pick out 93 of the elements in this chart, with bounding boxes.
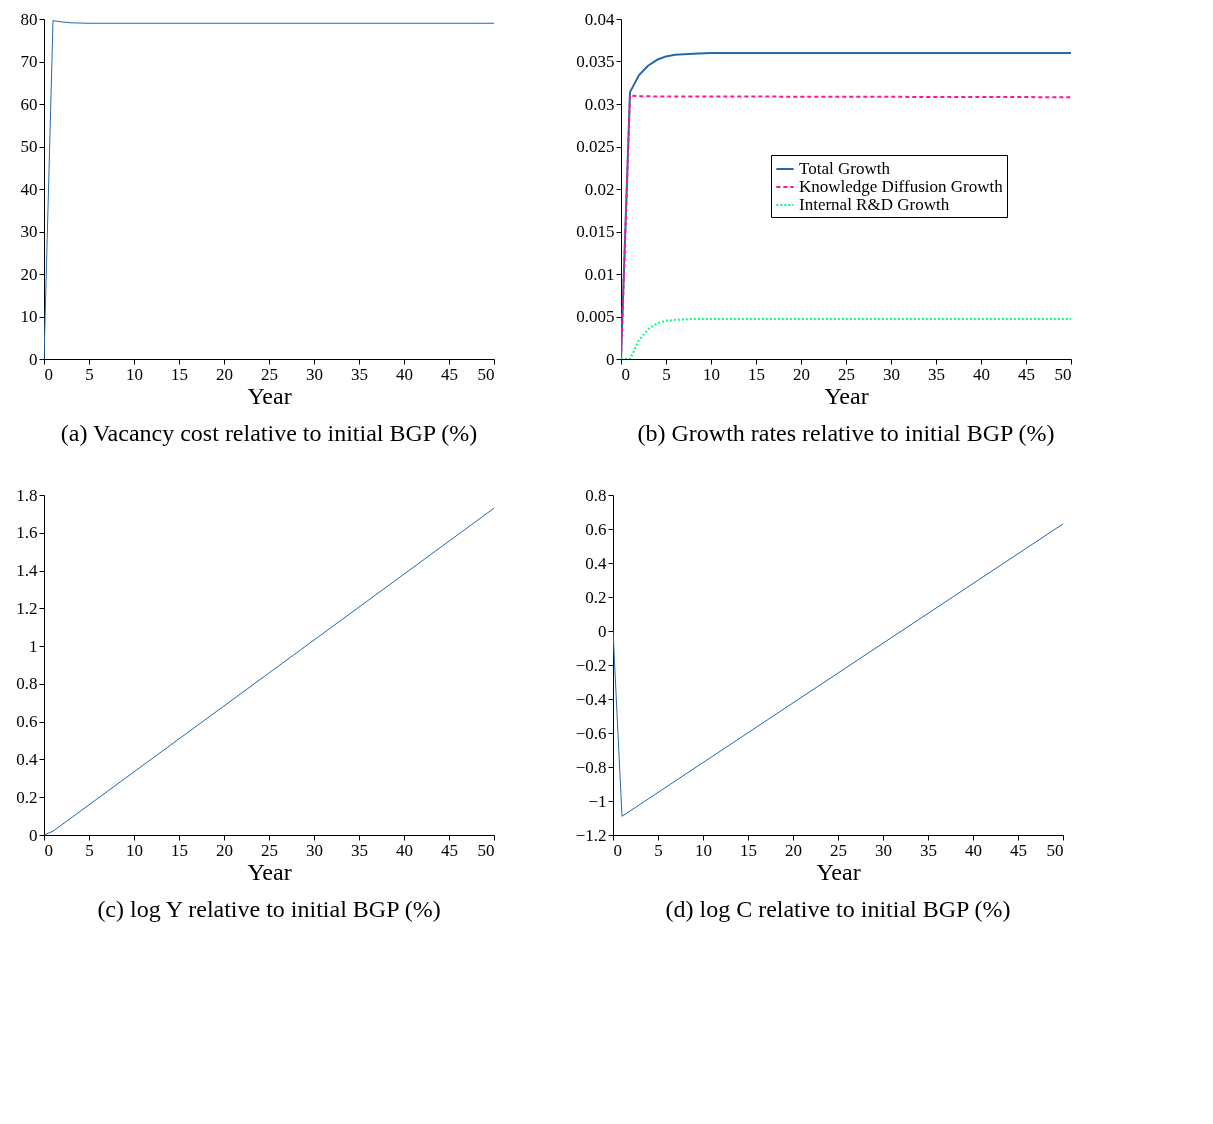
y-tick-label: 0.8 [16, 674, 38, 694]
y-tick-label: 0.2 [16, 787, 38, 807]
y-tick-label: 1.4 [16, 561, 38, 581]
x-axis-title: Year [247, 382, 292, 409]
x-tick-label: 45 [1010, 840, 1027, 860]
x-tick-label: 20 [216, 840, 233, 860]
y-tick-label: −0.8 [575, 757, 607, 777]
x-tick-label: 45 [441, 840, 458, 860]
y-tick-label: 0.6 [585, 519, 607, 539]
y-tick-label: 0.03 [584, 94, 615, 114]
y-tick-label: 0.6 [16, 712, 38, 732]
x-tick-label: 0 [621, 364, 630, 384]
x-tick-label: 35 [920, 840, 937, 860]
x-tick-label: 10 [126, 364, 143, 384]
x-tick-label: 5 [654, 840, 663, 860]
x-axis-title: Year [247, 858, 292, 885]
y-tick-label: 0 [29, 349, 38, 369]
x-axis-title: Year [824, 382, 869, 409]
y-tick-label: 0.02 [584, 179, 615, 199]
x-tick-label: 40 [973, 364, 990, 384]
x-tick-label: 10 [126, 840, 143, 860]
legend-label: Total Growth [799, 159, 891, 178]
y-tick-label: 0.025 [576, 137, 615, 156]
x-tick-label: 20 [785, 840, 802, 860]
x-tick-label: 0 [44, 364, 53, 384]
text: (d) log C relative to initial BGP (%) [665, 896, 1011, 922]
x-tick-label: 50 [1054, 364, 1072, 384]
x-tick-label: 10 [695, 840, 712, 860]
y-tick-label: 1 [29, 636, 38, 656]
y-tick-label: 20 [20, 264, 38, 284]
x-tick-label: 25 [261, 840, 278, 860]
y-tick-label: 50 [20, 137, 38, 156]
x-tick-label: 30 [306, 840, 323, 860]
text: (a) Vacancy cost relative to initial BGP (%) [60, 420, 478, 446]
x-tick-label: 40 [965, 840, 982, 860]
y-tick-label: 80 [20, 9, 38, 29]
y-tick-label: 70 [20, 52, 38, 71]
x-tick-label: 50 [477, 840, 495, 860]
x-tick-label: 30 [883, 364, 900, 384]
y-tick-label: 1.2 [16, 598, 38, 618]
y-tick-label: 0 [598, 621, 607, 641]
y-tick-label: 60 [20, 94, 38, 114]
y-tick-label: 0.4 [585, 553, 607, 573]
legend-label: Internal R&D Growth [799, 195, 950, 214]
x-tick-label: 50 [477, 364, 495, 384]
y-tick-label: 0.04 [584, 9, 615, 29]
legend-label: Knowledge Diffusion Growth [799, 177, 1004, 196]
y-tick-label: 0.015 [576, 222, 615, 241]
x-tick-label: 30 [306, 364, 323, 384]
x-tick-label: 5 [85, 840, 94, 860]
y-tick-label: 0 [606, 349, 615, 369]
x-tick-label: 45 [441, 364, 458, 384]
y-tick-label: 0.4 [16, 749, 38, 769]
y-tick-label: 0.2 [585, 587, 607, 607]
y-tick-label: 10 [20, 307, 38, 326]
y-tick-label: 0.8 [585, 485, 607, 505]
x-tick-label: 40 [396, 840, 413, 860]
x-tick-label: 35 [928, 364, 945, 384]
y-tick-label: 0.035 [576, 52, 615, 71]
x-tick-label: 25 [830, 840, 847, 860]
x-tick-label: 45 [1018, 364, 1035, 384]
x-tick-label: 40 [396, 364, 413, 384]
y-tick-label: −1.2 [575, 825, 607, 845]
x-tick-label: 0 [44, 840, 53, 860]
y-tick-label: 1.8 [16, 485, 38, 505]
y-tick-label: −0.6 [575, 723, 607, 743]
y-tick-label: 30 [20, 222, 38, 241]
x-tick-label: 5 [662, 364, 671, 384]
y-tick-label: −0.2 [575, 655, 607, 675]
text: (b) Growth rates relative to initial BGP (%) [637, 420, 1055, 446]
x-tick-label: 35 [351, 364, 368, 384]
x-tick-label: 25 [838, 364, 855, 384]
x-tick-label: 10 [703, 364, 720, 384]
x-tick-label: 15 [740, 840, 757, 860]
x-tick-label: 50 [1046, 840, 1064, 860]
x-tick-label: 35 [351, 840, 368, 860]
y-tick-label: 0.01 [584, 264, 615, 284]
x-tick-label: 20 [793, 364, 810, 384]
x-tick-label: 5 [85, 364, 94, 384]
y-tick-label: −1 [588, 791, 607, 811]
x-tick-label: 15 [171, 364, 188, 384]
x-tick-label: 20 [216, 364, 233, 384]
x-axis-title: Year [816, 858, 861, 885]
x-tick-label: 15 [171, 840, 188, 860]
text: (c) log Y relative to initial BGP (%) [97, 896, 441, 922]
y-tick-label: 1.6 [16, 523, 38, 543]
x-tick-label: 15 [748, 364, 765, 384]
y-tick-label: 40 [20, 179, 38, 199]
y-tick-label: 0 [29, 825, 38, 845]
x-tick-label: 30 [875, 840, 892, 860]
x-tick-label: 25 [261, 364, 278, 384]
y-tick-label: −0.4 [575, 689, 607, 709]
y-tick-label: 0.005 [576, 307, 615, 326]
